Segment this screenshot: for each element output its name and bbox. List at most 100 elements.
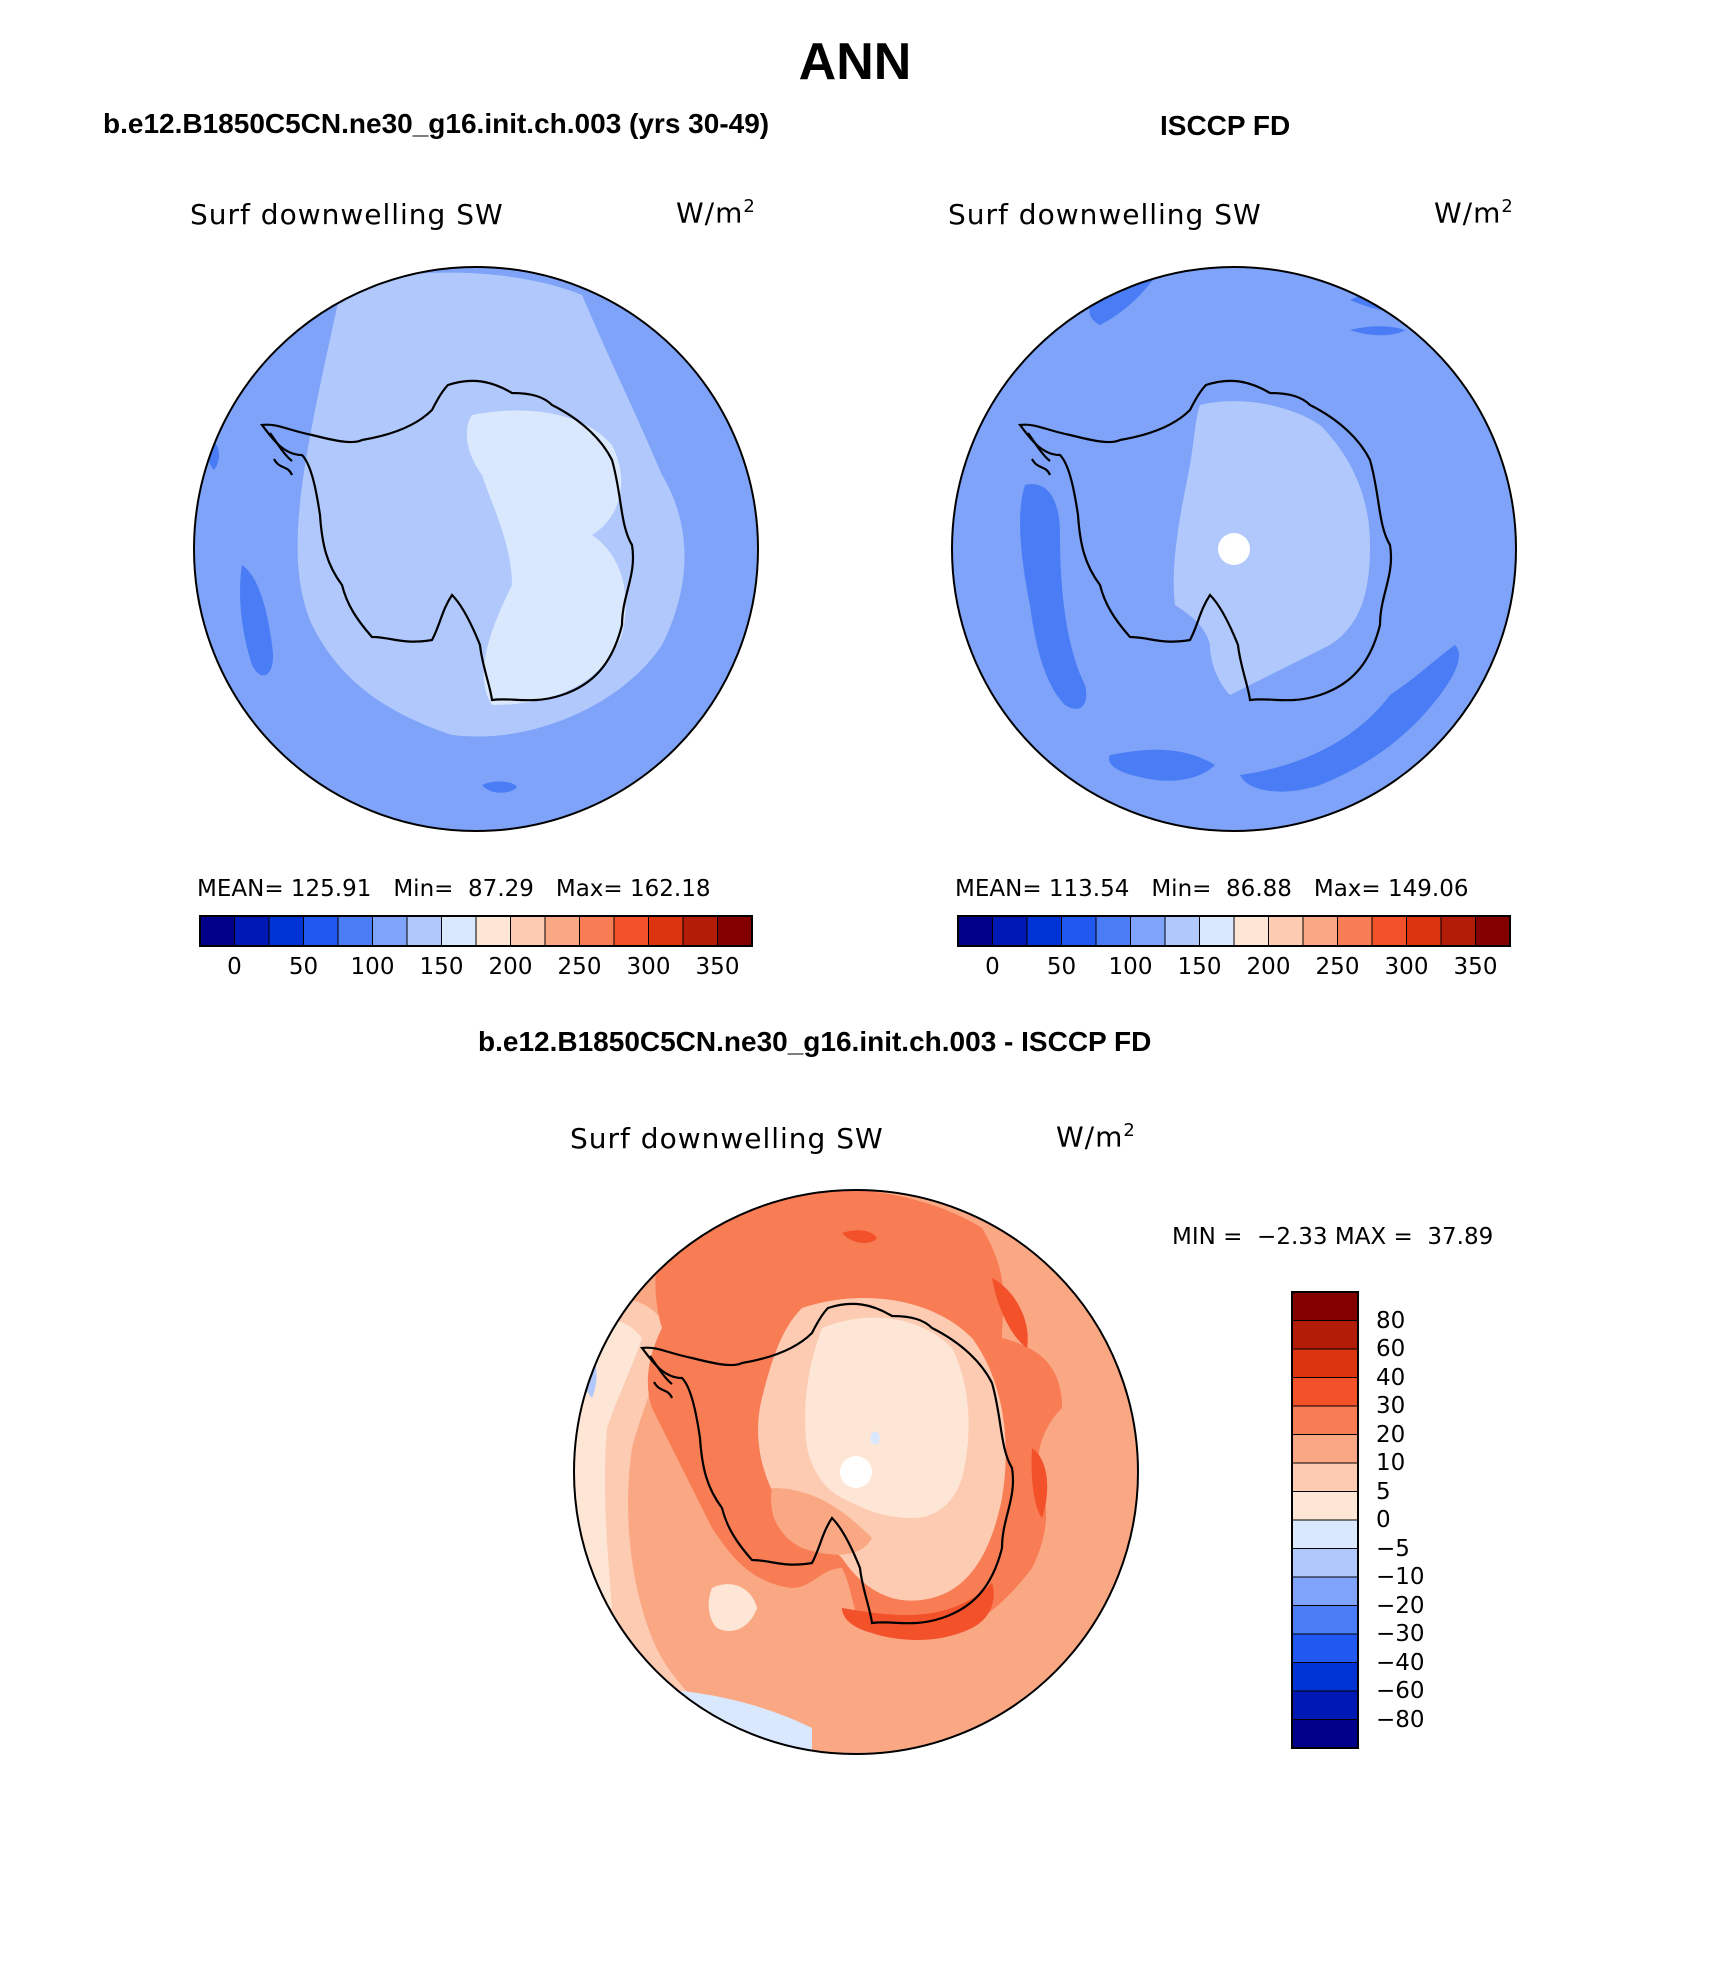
diff-colorbar-swatch bbox=[1291, 1605, 1359, 1635]
model-variable-label: Surf downwelling SW bbox=[190, 198, 504, 231]
diff-colorbar-tick-label: −30 bbox=[1376, 1621, 1425, 1647]
model-units-label: W/m2 bbox=[676, 196, 756, 230]
obs-colorbar-swatch bbox=[957, 915, 993, 947]
diff-polar-map bbox=[573, 1189, 1139, 1755]
obs-stats: MEAN= 113.54 Min= 86.88 Max= 149.06 bbox=[955, 876, 1469, 902]
model-colorbar-tick-label: 250 bbox=[557, 954, 602, 980]
obs-colorbar bbox=[957, 915, 1511, 947]
obs-colorbar-swatch bbox=[1268, 915, 1304, 947]
diff-colorbar-tick-label: 80 bbox=[1376, 1307, 1406, 1334]
obs-colorbar-tick-label: 100 bbox=[1108, 954, 1153, 980]
model-panel-title: b.e12.B1850C5CN.ne30_g16.init.ch.003 (yr… bbox=[103, 108, 770, 139]
diff-colorbar-swatch bbox=[1291, 1348, 1359, 1378]
model-colorbar-swatch bbox=[682, 915, 718, 947]
diff-units-label: W/m2 bbox=[1056, 1120, 1136, 1154]
model-colorbar-swatch bbox=[717, 915, 753, 947]
figure-title: ANN bbox=[798, 33, 912, 91]
model-colorbar-swatch bbox=[475, 915, 511, 947]
model-colorbar bbox=[199, 915, 753, 947]
diff-colorbar-tick-label: 40 bbox=[1376, 1364, 1406, 1391]
diff-colorbar-swatch bbox=[1291, 1320, 1359, 1350]
diff-colorbar-tick-label: −5 bbox=[1376, 1535, 1410, 1562]
diff-colorbar-swatch bbox=[1291, 1548, 1359, 1578]
obs-colorbar-tick-label: 350 bbox=[1453, 954, 1498, 980]
obs-colorbar-swatch bbox=[1095, 915, 1131, 947]
diff-colorbar-swatch bbox=[1291, 1519, 1359, 1549]
diff-colorbar-tick-label: 0 bbox=[1376, 1507, 1391, 1533]
model-colorbar-tick-label: 0 bbox=[227, 954, 242, 980]
obs-units-label: W/m2 bbox=[1434, 196, 1514, 230]
model-colorbar-swatch bbox=[268, 915, 304, 947]
diff-colorbar-tick-label: 20 bbox=[1376, 1421, 1406, 1448]
diff-pole-missing bbox=[840, 1456, 872, 1488]
diff-colorbar-border bbox=[1291, 1291, 1359, 1749]
model-colorbar-swatch bbox=[337, 915, 373, 947]
model-colorbar-swatch bbox=[544, 915, 580, 947]
obs-colorbar-swatch bbox=[1164, 915, 1200, 947]
model-colorbar-swatch bbox=[579, 915, 615, 947]
model-colorbar-tick-label: 200 bbox=[488, 954, 533, 980]
model-colorbar-tick-label: 100 bbox=[350, 954, 395, 980]
obs-colorbar-swatch bbox=[1233, 915, 1269, 947]
obs-colorbar-swatch bbox=[1337, 915, 1373, 947]
obs-colorbar-tick-label: 200 bbox=[1246, 954, 1291, 980]
model-colorbar-swatch bbox=[648, 915, 684, 947]
obs-colorbar-swatch bbox=[1199, 915, 1235, 947]
diff-colorbar-tick-label: −20 bbox=[1376, 1592, 1425, 1619]
diff-colorbar-tick-label: 60 bbox=[1376, 1336, 1406, 1362]
obs-colorbar-tick-label: 0 bbox=[985, 954, 1000, 980]
model-colorbar-tick-label: 350 bbox=[695, 954, 740, 980]
diff-colorbar-tick-label: −80 bbox=[1376, 1706, 1425, 1733]
diff-colorbar-swatch bbox=[1291, 1405, 1359, 1435]
diff-colorbar-swatch bbox=[1291, 1662, 1359, 1692]
obs-variable-label: Surf downwelling SW bbox=[948, 198, 1262, 231]
diff-colorbar-tick-label: −40 bbox=[1376, 1649, 1425, 1676]
model-colorbar-swatch bbox=[406, 915, 442, 947]
diff-variable-label: Surf downwelling SW bbox=[570, 1122, 884, 1155]
obs-colorbar-border bbox=[957, 915, 1511, 947]
diff-colorbar-tick-label: 30 bbox=[1376, 1393, 1406, 1419]
diff-colorbar-swatch bbox=[1291, 1462, 1359, 1492]
diff-colorbar-swatch bbox=[1291, 1719, 1359, 1749]
diff-colorbar-tick-label: −10 bbox=[1376, 1564, 1425, 1590]
model-colorbar-swatch bbox=[234, 915, 270, 947]
obs-colorbar-swatch bbox=[1061, 915, 1097, 947]
obs-colorbar-swatch bbox=[1130, 915, 1166, 947]
obs-colorbar-tick-label: 150 bbox=[1177, 954, 1222, 980]
model-colorbar-tick-label: 150 bbox=[419, 954, 464, 980]
model-colorbar-tick-label: 300 bbox=[626, 954, 671, 980]
model-colorbar-swatch bbox=[372, 915, 408, 947]
diff-colorbar-swatch bbox=[1291, 1576, 1359, 1606]
model-colorbar-swatch bbox=[613, 915, 649, 947]
obs-colorbar-ticks: 0 50 100 150 200 250 300 350 bbox=[958, 954, 1510, 984]
obs-colorbar-tick-label: 250 bbox=[1315, 954, 1360, 980]
obs-colorbar-swatch bbox=[992, 915, 1028, 947]
obs-panel-title: ISCCP FD bbox=[1160, 110, 1291, 141]
model-colorbar-swatch bbox=[510, 915, 546, 947]
model-colorbar-swatch bbox=[199, 915, 235, 947]
diff-colorbar bbox=[1291, 1291, 1359, 1749]
obs-colorbar-swatch bbox=[1371, 915, 1407, 947]
obs-colorbar-swatch bbox=[1302, 915, 1338, 947]
model-colorbar-swatch bbox=[441, 915, 477, 947]
model-colorbar-border bbox=[199, 915, 753, 947]
diff-colorbar-tick-label: −60 bbox=[1376, 1678, 1425, 1704]
diff-panel-title: b.e12.B1850C5CN.ne30_g16.init.ch.003 - I… bbox=[478, 1026, 1152, 1057]
obs-colorbar-swatch bbox=[1475, 915, 1511, 947]
diff-colorbar-swatch bbox=[1291, 1690, 1359, 1720]
model-stats: MEAN= 125.91 Min= 87.29 Max= 162.18 bbox=[197, 876, 711, 902]
diff-colorbar-swatch bbox=[1291, 1491, 1359, 1521]
obs-polar-map bbox=[951, 266, 1517, 832]
diff-stats: MIN = −2.33 MAX = 37.89 bbox=[1172, 1224, 1494, 1250]
obs-pole-missing bbox=[1218, 533, 1250, 565]
diff-colorbar-tick-label: 5 bbox=[1376, 1478, 1391, 1505]
diff-colorbar-swatch bbox=[1291, 1434, 1359, 1464]
obs-colorbar-tick-label: 50 bbox=[1046, 954, 1077, 980]
obs-colorbar-swatch bbox=[1406, 915, 1442, 947]
model-colorbar-ticks: 0 50 100 150 200 250 300 350 bbox=[200, 954, 752, 984]
obs-colorbar-swatch bbox=[1026, 915, 1062, 947]
model-colorbar-swatch bbox=[303, 915, 339, 947]
diff-colorbar-swatch bbox=[1291, 1291, 1359, 1321]
obs-colorbar-swatch bbox=[1440, 915, 1476, 947]
